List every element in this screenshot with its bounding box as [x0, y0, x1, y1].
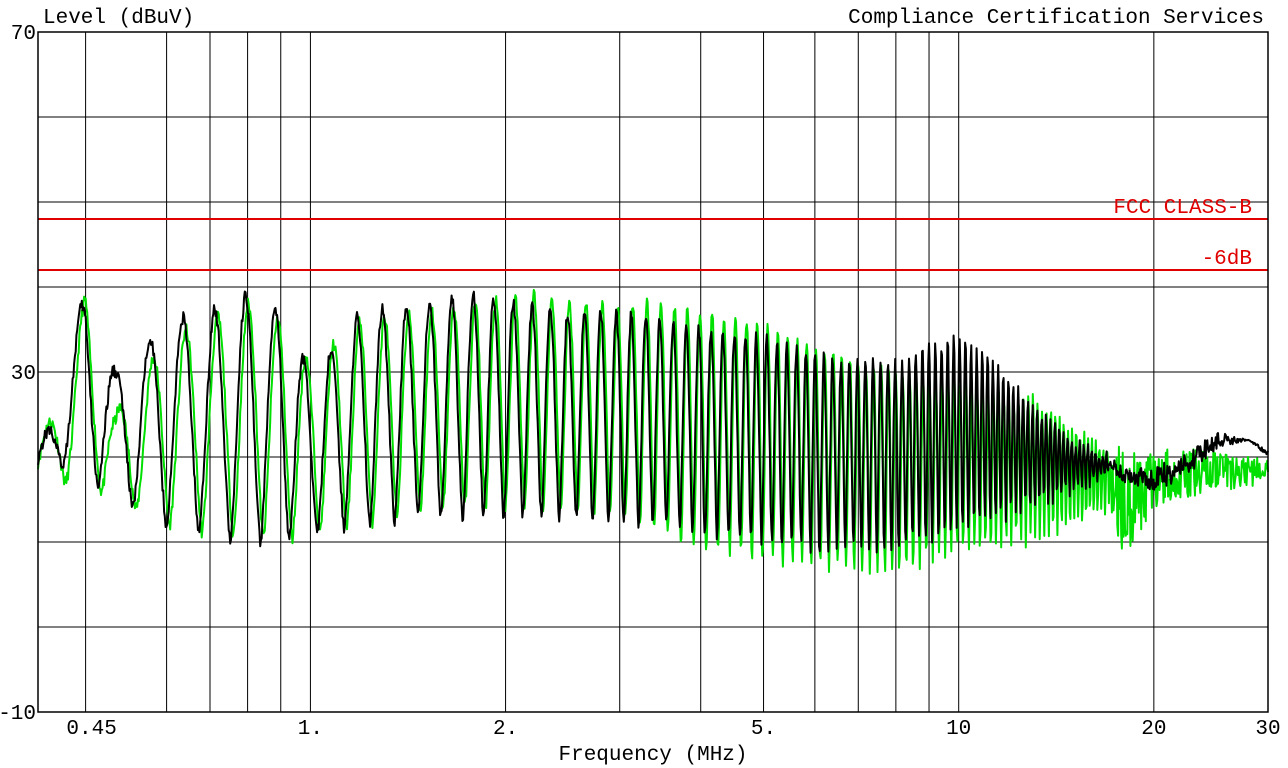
axis-labels: Level (dBuV) Compliance Certification Se… — [43, 7, 1264, 767]
tick-labels: 70 30 -10 0.45 1. 2. 5. 10 20 30 — [0, 23, 1281, 741]
x-axis-label: Frequency (MHz) — [558, 744, 747, 767]
series-traces — [37, 288, 1269, 575]
y-tick-label: -10 — [0, 703, 36, 726]
x-tick-label: 2. — [493, 718, 518, 741]
x-tick-label: 0.45 — [66, 718, 116, 741]
limit-lines: FCC CLASS-B -6dB — [38, 197, 1268, 271]
limit-label: FCC CLASS-B — [1113, 197, 1252, 220]
series-trace-2 — [37, 290, 1269, 554]
limit-label: -6dB — [1202, 248, 1252, 271]
y-tick-label: 30 — [11, 363, 36, 386]
y-tick-label: 70 — [11, 23, 36, 46]
y-axis-label: Level (dBuV) — [43, 7, 194, 30]
x-tick-label: 30 — [1255, 718, 1280, 741]
plot-frame — [37, 31, 1269, 713]
chart-title: Compliance Certification Services — [848, 7, 1264, 30]
x-tick-label: 1. — [298, 718, 323, 741]
x-tick-label: 10 — [946, 718, 971, 741]
x-tick-label: 5. — [751, 718, 776, 741]
series-trace-1 — [37, 288, 1269, 575]
x-tick-label: 20 — [1141, 718, 1166, 741]
grid — [38, 32, 1268, 712]
